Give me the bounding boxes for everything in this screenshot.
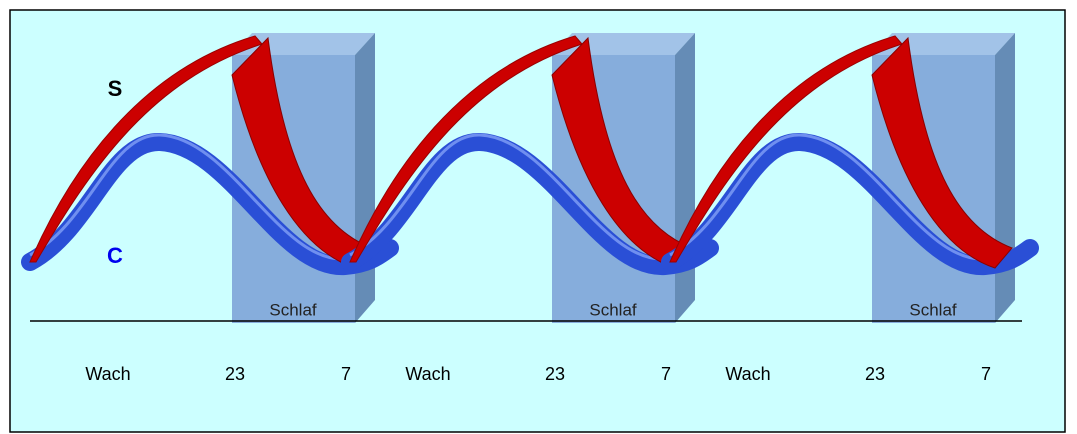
- sleep-end-label: 7: [981, 364, 991, 384]
- sleep-label: Schlaf: [909, 300, 957, 319]
- process-s-label: S: [108, 76, 123, 101]
- wake-label: Wach: [85, 364, 130, 384]
- sleep-label: Schlaf: [589, 300, 637, 319]
- sleep-label: Schlaf: [269, 300, 317, 319]
- sleep-end-label: 7: [341, 364, 351, 384]
- diagram: SchlafWach237SchlafWach237SchlafWach237 …: [0, 0, 1077, 434]
- sleep-box-side: [675, 33, 695, 323]
- sleep-start-label: 23: [865, 364, 885, 384]
- process-c-label: C: [107, 243, 123, 268]
- sleep-box-side: [355, 33, 375, 323]
- sleep-end-label: 7: [661, 364, 671, 384]
- wake-label: Wach: [725, 364, 770, 384]
- sleep-start-label: 23: [545, 364, 565, 384]
- sleep-box-side: [995, 33, 1015, 323]
- wake-label: Wach: [405, 364, 450, 384]
- sleep-start-label: 23: [225, 364, 245, 384]
